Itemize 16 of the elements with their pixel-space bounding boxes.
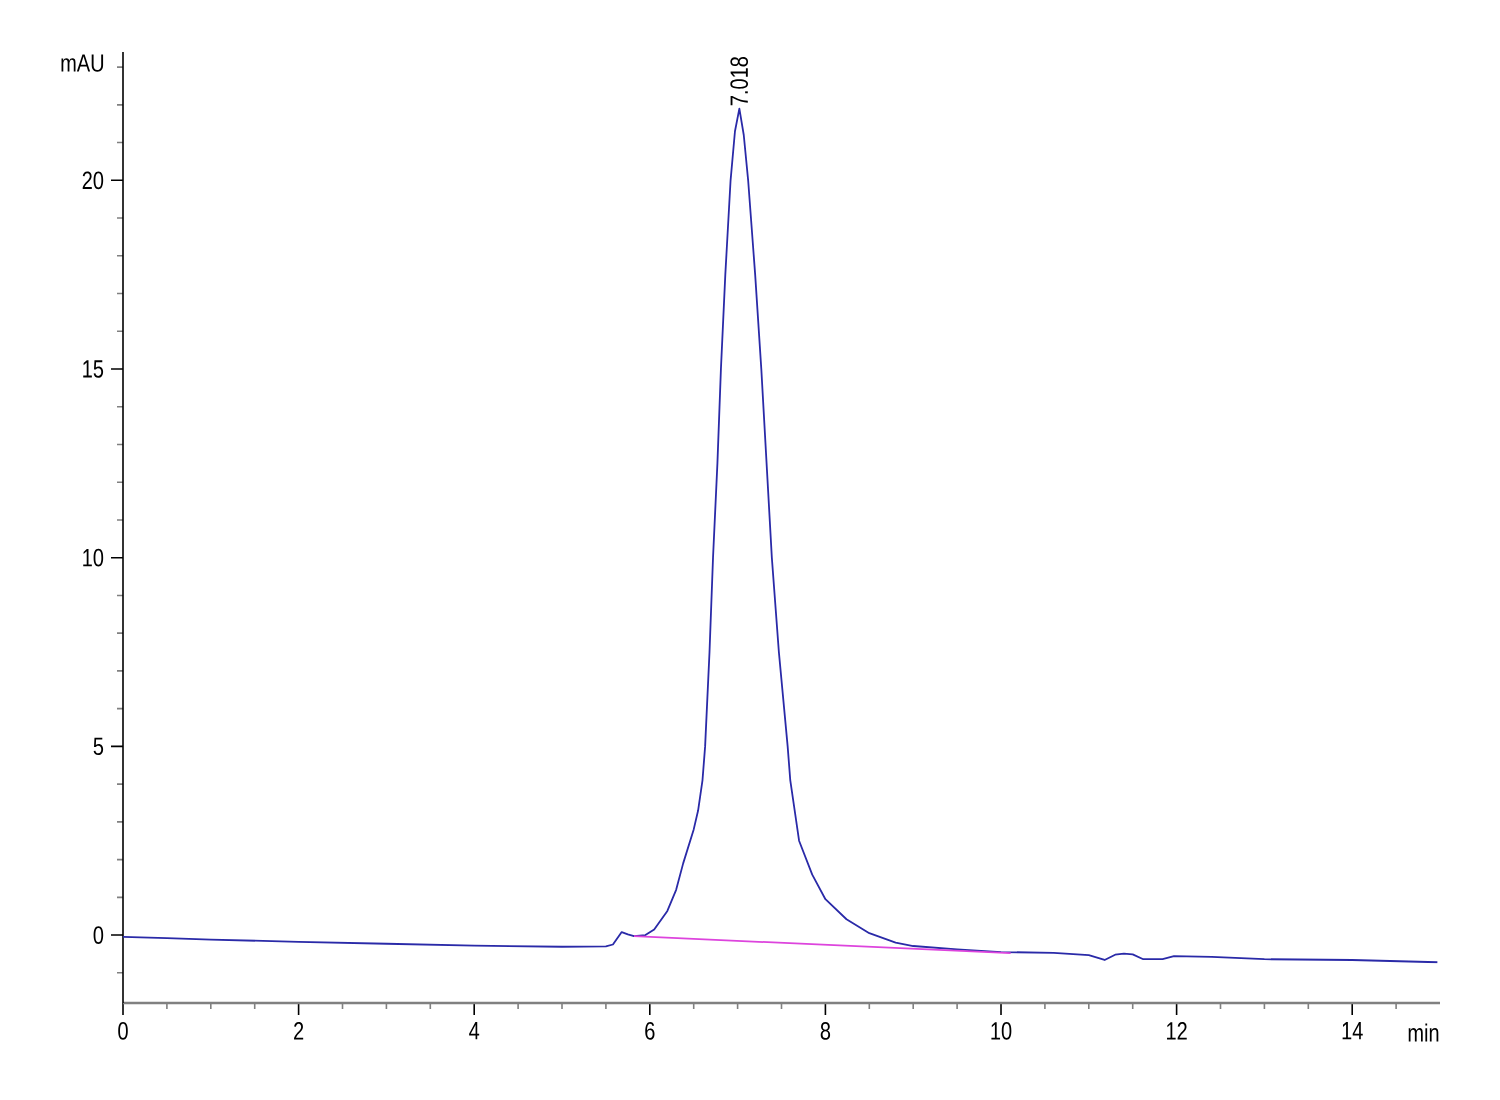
y-tick-label: 10 (83, 548, 104, 567)
y-tick-label: 15 (83, 360, 104, 378)
y-axis-title: mAU (61, 54, 104, 72)
y-tick-label: 5 (93, 737, 104, 756)
x-tick-label: 12 (1167, 1022, 1187, 1040)
x-axis-title: min (1408, 1023, 1439, 1042)
annotation: 7.018 (730, 57, 749, 106)
y-tick-label: 20 (82, 171, 104, 190)
x-tick-label: 10 (991, 1022, 1012, 1040)
y-tick-label: 0 (93, 926, 104, 944)
x-tick-label: 2 (294, 1022, 304, 1040)
x-tick-label: 14 (1342, 1022, 1363, 1040)
x-tick-label: 4 (469, 1022, 480, 1040)
x-tick-label: 8 (820, 1022, 831, 1040)
x-tick-label: 0 (118, 1022, 128, 1040)
x-tick-label: 6 (645, 1022, 655, 1040)
